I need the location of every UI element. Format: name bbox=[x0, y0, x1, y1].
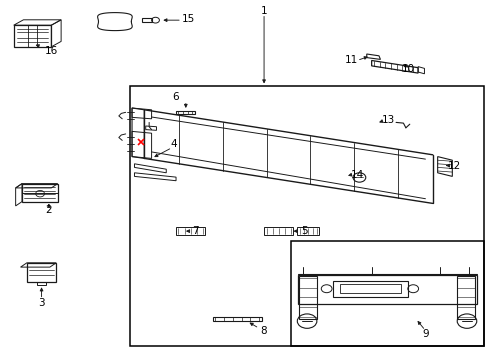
Bar bbox=[176, 227, 205, 235]
Text: 5: 5 bbox=[300, 226, 307, 236]
Text: 16: 16 bbox=[44, 46, 58, 56]
Text: 8: 8 bbox=[260, 326, 267, 336]
Text: 10: 10 bbox=[401, 64, 414, 74]
Text: 1: 1 bbox=[260, 6, 267, 16]
Text: 3: 3 bbox=[38, 298, 45, 309]
Text: 9: 9 bbox=[421, 329, 428, 339]
Text: 7: 7 bbox=[192, 226, 199, 236]
Bar bbox=[332, 281, 407, 297]
Text: 13: 13 bbox=[381, 114, 395, 125]
Text: 2: 2 bbox=[45, 205, 52, 215]
Text: 6: 6 bbox=[172, 92, 179, 102]
Text: 14: 14 bbox=[349, 170, 363, 180]
Bar bbox=[290, 241, 483, 346]
Bar bbox=[298, 275, 476, 304]
Text: 4: 4 bbox=[170, 139, 177, 149]
Bar bbox=[129, 86, 483, 346]
Text: 11: 11 bbox=[344, 55, 357, 66]
Bar bbox=[264, 227, 293, 235]
Bar bbox=[339, 284, 400, 293]
Bar bbox=[297, 227, 319, 235]
Text: 12: 12 bbox=[447, 161, 461, 171]
Text: 15: 15 bbox=[181, 14, 195, 24]
